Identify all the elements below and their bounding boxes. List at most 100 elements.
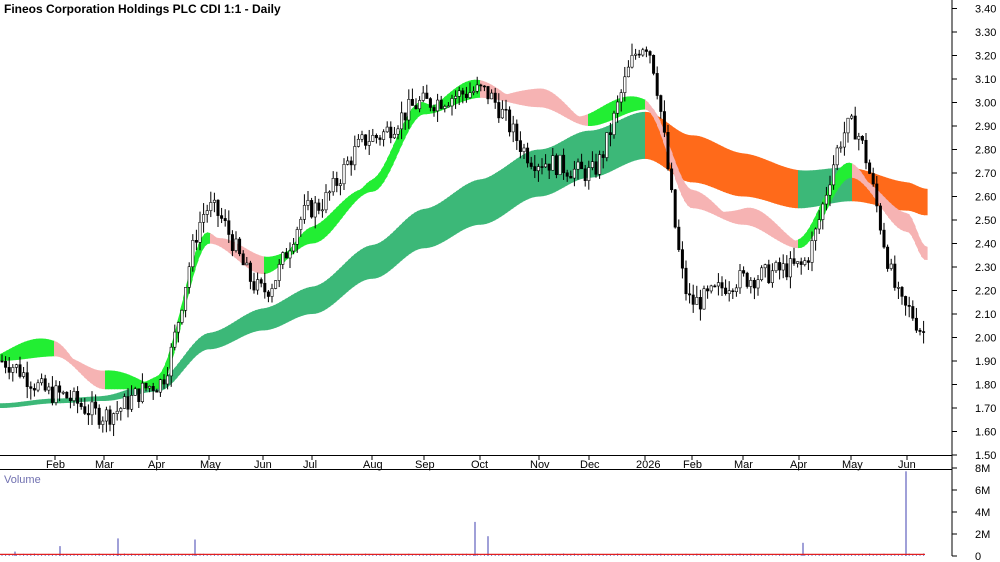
candle-body (785, 263, 789, 278)
short-term-band-segment (531, 88, 535, 108)
long-term-band-segment (918, 186, 922, 215)
short-term-band-segment (915, 226, 919, 251)
candle-body (500, 108, 504, 119)
short-term-band-segment (807, 225, 811, 244)
candle-body (367, 141, 371, 146)
long-term-band-segment (333, 271, 337, 305)
short-term-band-segment (93, 368, 97, 387)
candle-body (821, 203, 825, 220)
short-term-band-segment (78, 361, 82, 375)
short-term-band-segment (885, 197, 889, 218)
short-term-band-segment (12, 345, 16, 361)
candle-body (792, 258, 796, 264)
long-term-band-segment (357, 249, 361, 285)
candle-body (29, 386, 33, 389)
short-term-band-segment (597, 107, 601, 126)
candle-body (425, 92, 429, 99)
short-term-band-segment (711, 200, 715, 215)
long-term-band-segment (234, 319, 238, 341)
candle-body (565, 172, 569, 177)
candle-body (126, 396, 130, 410)
candle-body (58, 385, 62, 393)
candle-body (774, 262, 778, 272)
candle-body (529, 162, 533, 167)
long-term-band-segment (768, 160, 772, 203)
candle-body (364, 134, 368, 146)
candle-body (158, 379, 162, 393)
candle-body (680, 249, 684, 269)
short-term-band-segment (672, 153, 676, 179)
short-term-band-segment (690, 189, 694, 209)
short-term-band-segment (609, 101, 613, 122)
short-term-band-segment (858, 168, 862, 183)
long-term-band-segment (390, 231, 394, 271)
candle-body (374, 135, 378, 139)
short-term-band-segment (792, 238, 796, 248)
long-term-band-segment (240, 316, 244, 338)
long-term-band-segment (615, 120, 619, 170)
candle-body (623, 76, 627, 93)
candle-body (47, 386, 51, 391)
long-term-band-segment (270, 305, 274, 330)
candle-body (421, 92, 425, 101)
long-term-band-segment (714, 142, 718, 190)
short-term-band-segment (504, 93, 508, 102)
short-term-band-segment (321, 219, 325, 241)
short-term-band-segment (36, 338, 40, 358)
short-term-band-segment (555, 94, 559, 114)
short-term-band-segment (798, 237, 802, 249)
candle-body (94, 401, 98, 409)
short-term-band-segment (51, 339, 55, 357)
candle-body (389, 126, 393, 139)
long-term-band-segment (306, 287, 310, 315)
long-term-band-segment (903, 181, 907, 211)
short-term-band-segment (729, 210, 733, 223)
long-term-band-segment (249, 311, 253, 334)
price-tick-label: 1.90 (975, 356, 996, 368)
candle-body (727, 290, 731, 294)
long-term-band-segment (264, 307, 268, 331)
short-term-band-segment (921, 240, 925, 260)
candle-body (508, 109, 512, 133)
short-term-band-segment (768, 216, 772, 237)
short-term-band-segment (411, 105, 415, 127)
long-term-band-segment (99, 396, 103, 402)
long-term-band-segment (45, 398, 49, 404)
long-term-band-segment (225, 325, 229, 346)
candle-body (896, 287, 900, 289)
candle-body (115, 410, 119, 414)
long-term-band-segment (459, 187, 463, 233)
candle-body (619, 92, 623, 103)
price-tick-label: 2.70 (975, 168, 996, 180)
month-label: Feb (46, 459, 65, 471)
long-term-band-segment (267, 306, 271, 331)
short-term-band-segment (315, 223, 319, 244)
short-term-band-segment (540, 88, 544, 108)
month-label: Jul (303, 459, 317, 471)
candle-body (626, 66, 630, 78)
short-term-band-segment (33, 338, 37, 358)
long-term-band-segment (780, 165, 784, 206)
short-term-band-segment (156, 374, 160, 390)
candle-body (148, 386, 152, 389)
candle-body (518, 140, 522, 152)
candle-body (677, 226, 681, 250)
candle-body (220, 215, 224, 219)
month-axis: Feb Mar Apr May Jun Jul Aug Sep Oct Nov Dec 2026 Feb… (46, 455, 916, 471)
candle-body (673, 189, 677, 228)
short-term-band-segment (594, 109, 598, 126)
candle-body (443, 106, 447, 109)
short-term-band-segment (786, 233, 790, 247)
short-term-band-segment (348, 194, 352, 210)
candle-body (418, 100, 422, 110)
long-term-band-segment (414, 211, 418, 252)
candle-body (702, 288, 706, 310)
candle-body (446, 105, 450, 108)
candle-body (839, 146, 843, 149)
candle-body (385, 126, 389, 133)
long-term-band-segment (462, 185, 466, 231)
short-term-band-segment (801, 234, 805, 248)
short-term-band-segment (564, 102, 568, 119)
candle-body (706, 288, 710, 292)
